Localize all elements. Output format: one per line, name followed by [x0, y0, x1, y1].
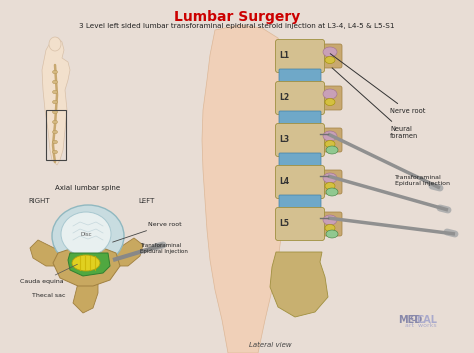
Polygon shape — [53, 248, 120, 286]
Ellipse shape — [53, 130, 57, 134]
Ellipse shape — [52, 205, 124, 267]
Ellipse shape — [323, 173, 337, 183]
FancyBboxPatch shape — [275, 166, 325, 198]
Ellipse shape — [325, 98, 335, 106]
Ellipse shape — [323, 89, 337, 99]
Text: 3 Level left sided lumbar transforaminal epidural steroid injection at L3-4, L4-: 3 Level left sided lumbar transforaminal… — [79, 23, 395, 29]
Ellipse shape — [53, 150, 57, 154]
FancyBboxPatch shape — [275, 82, 325, 114]
Ellipse shape — [53, 70, 57, 74]
Text: Thecal sac: Thecal sac — [32, 293, 65, 298]
Text: Nerve root: Nerve root — [113, 222, 182, 242]
FancyBboxPatch shape — [318, 128, 342, 152]
Text: L2: L2 — [279, 94, 289, 102]
Text: L4: L4 — [279, 178, 289, 186]
Ellipse shape — [325, 183, 335, 190]
Ellipse shape — [72, 255, 100, 271]
Ellipse shape — [53, 110, 57, 114]
Ellipse shape — [326, 230, 338, 238]
Ellipse shape — [326, 188, 338, 196]
Ellipse shape — [53, 100, 57, 104]
Ellipse shape — [53, 120, 57, 124]
Polygon shape — [270, 252, 328, 317]
Ellipse shape — [49, 37, 61, 51]
FancyBboxPatch shape — [275, 124, 325, 156]
Text: art  works: art works — [405, 323, 437, 328]
Text: Axial lumbar spine: Axial lumbar spine — [55, 185, 120, 191]
Text: Lumbar Surgery: Lumbar Surgery — [174, 10, 300, 24]
Polygon shape — [116, 238, 143, 266]
Text: Transforaminal
Epidural Injection: Transforaminal Epidural Injection — [140, 243, 188, 254]
Ellipse shape — [326, 146, 338, 154]
Text: Lateral view: Lateral view — [249, 342, 292, 348]
Text: CAL: CAL — [417, 315, 438, 325]
Ellipse shape — [53, 140, 57, 144]
FancyBboxPatch shape — [275, 40, 325, 72]
Ellipse shape — [323, 47, 337, 57]
Polygon shape — [68, 253, 110, 276]
Text: LEFT: LEFT — [138, 198, 155, 204]
Text: Neural
foramen: Neural foramen — [332, 68, 418, 139]
FancyBboxPatch shape — [275, 208, 325, 240]
Ellipse shape — [53, 80, 57, 84]
Ellipse shape — [325, 140, 335, 148]
Text: L1: L1 — [279, 52, 289, 60]
FancyBboxPatch shape — [279, 153, 321, 169]
Ellipse shape — [323, 131, 337, 141]
Ellipse shape — [61, 212, 111, 256]
Ellipse shape — [53, 90, 57, 94]
Text: RIGHT: RIGHT — [28, 198, 50, 204]
Text: Cauda equina: Cauda equina — [20, 264, 77, 284]
FancyBboxPatch shape — [318, 44, 342, 68]
FancyBboxPatch shape — [318, 170, 342, 194]
Ellipse shape — [325, 56, 335, 64]
Polygon shape — [42, 38, 70, 165]
FancyBboxPatch shape — [318, 212, 342, 236]
FancyBboxPatch shape — [318, 86, 342, 110]
Polygon shape — [30, 240, 58, 266]
Polygon shape — [202, 25, 290, 353]
Text: L3: L3 — [279, 136, 289, 144]
Text: MED: MED — [398, 315, 422, 325]
FancyBboxPatch shape — [279, 195, 321, 211]
Text: Disc: Disc — [80, 232, 92, 237]
FancyBboxPatch shape — [279, 111, 321, 127]
FancyBboxPatch shape — [279, 69, 321, 85]
Ellipse shape — [325, 225, 335, 232]
Text: L5: L5 — [279, 220, 289, 228]
Text: Nerve root: Nerve root — [330, 54, 425, 114]
Ellipse shape — [323, 215, 337, 225]
Text: Transforaminal
Epidural Injection: Transforaminal Epidural Injection — [395, 175, 450, 186]
Polygon shape — [73, 283, 98, 313]
